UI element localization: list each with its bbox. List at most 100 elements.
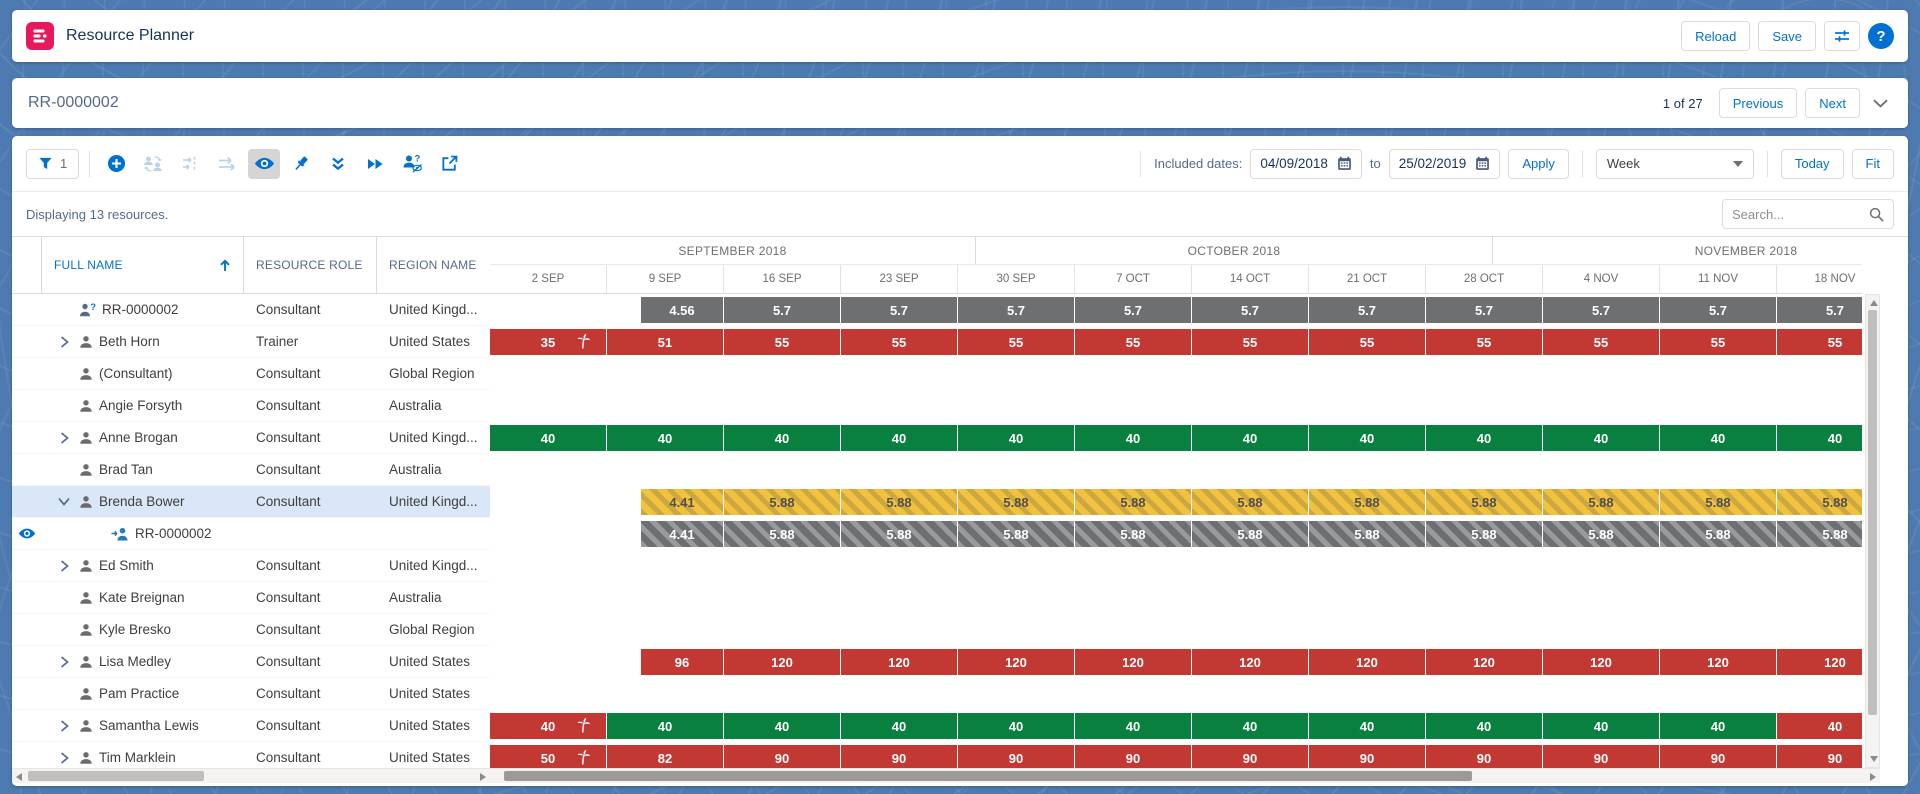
expand-row-button[interactable]	[55, 751, 73, 764]
resource-row-brad-tan[interactable]: Brad Tan Consultant Australia	[12, 454, 490, 486]
resource-name-cell[interactable]: Pam Practice	[42, 678, 244, 709]
allocation-cell[interactable]: 5.7	[1426, 297, 1542, 323]
allocation-cell[interactable]: 40	[1309, 713, 1425, 739]
allocation-cell[interactable]: 90	[1777, 745, 1862, 771]
allocation-cell[interactable]: 120	[1543, 649, 1659, 675]
expand-row-button[interactable]	[55, 559, 73, 572]
help-button[interactable]: ?	[1868, 23, 1894, 49]
allocation-cell[interactable]: 5.88	[724, 521, 840, 547]
allocation-cell[interactable]: 5.88	[958, 521, 1074, 547]
allocation-cell[interactable]: 40	[1777, 713, 1862, 739]
column-header-full-name[interactable]: FULL NAME	[42, 237, 244, 293]
scroll-right-arrow[interactable]	[480, 772, 486, 781]
date-from-input[interactable]: 04/09/2018	[1250, 148, 1362, 179]
scale-select[interactable]: Week	[1595, 148, 1754, 179]
allocation-cell[interactable]: 120	[724, 649, 840, 675]
week-header-14-oct[interactable]: 14 OCT	[1192, 265, 1309, 293]
schedule-row-beth-horn[interactable]: 35 51 55 55 55 55 55 55 55 55 55 55	[490, 326, 1862, 358]
allocation-cell[interactable]: 5.7	[1543, 297, 1659, 323]
allocation-cell[interactable]: 5.88	[1075, 521, 1191, 547]
schedule-hscrollbar[interactable]	[490, 768, 1880, 783]
allocation-cell[interactable]: 90	[958, 745, 1074, 771]
resource-list-hscrollbar-thumb[interactable]	[28, 771, 204, 781]
allocation-cell[interactable]: 40	[1075, 425, 1191, 451]
allocation-cell[interactable]: 5.88	[1777, 489, 1862, 515]
allocation-cell[interactable]: 40	[1426, 425, 1542, 451]
allocation-cell[interactable]: 120	[841, 649, 957, 675]
resource-name-cell[interactable]: Kyle Bresko	[42, 614, 244, 645]
allocation-cell[interactable]: 40	[724, 713, 840, 739]
allocation-cell[interactable]: 5.88	[1660, 521, 1776, 547]
allocation-cell[interactable]: 51	[607, 329, 723, 355]
allocation-cell[interactable]: 55	[1426, 329, 1542, 355]
resource-row-samantha-lewis[interactable]: Samantha Lewis Consultant United States	[12, 710, 490, 742]
collapse-row-button[interactable]	[55, 497, 73, 506]
resource-row-rr-0000002[interactable]: ? RR-0000002 Consultant United Kingd...	[12, 294, 490, 326]
previous-button[interactable]: Previous	[1718, 88, 1798, 118]
allocation-cell[interactable]: 90	[1660, 745, 1776, 771]
resource-name-cell[interactable]: Ed Smith	[42, 550, 244, 581]
allocation-cell[interactable]: 90	[841, 745, 957, 771]
allocation-cell[interactable]: 5.88	[1192, 489, 1308, 515]
expand-row-button[interactable]	[55, 431, 73, 444]
expand-row-button[interactable]	[55, 335, 73, 348]
allocation-cell[interactable]: 5.88	[1426, 521, 1542, 547]
next-button[interactable]: Next	[1805, 88, 1860, 118]
expand-row-button[interactable]	[55, 719, 73, 732]
allocation-cell[interactable]: 40	[1660, 425, 1776, 451]
open-new-window-button[interactable]	[433, 149, 465, 179]
resource-row-kate-breignan[interactable]: Kate Breignan Consultant Australia	[12, 582, 490, 614]
allocation-cell[interactable]: 5.88	[958, 489, 1074, 515]
schedule-row-brad-tan[interactable]	[490, 454, 1862, 486]
fit-button[interactable]: Fit	[1851, 148, 1894, 179]
resource-name-cell[interactable]: RR-0000002	[42, 518, 244, 549]
allocation-visibility-toggle[interactable]	[12, 518, 42, 549]
week-header-4-nov[interactable]: 4 NOV	[1543, 265, 1660, 293]
resource-row-consultant[interactable]: (Consultant) Consultant Global Region	[12, 358, 490, 390]
filter-button[interactable]: 1	[26, 148, 80, 179]
schedule-row-pam-practice[interactable]	[490, 678, 1862, 710]
week-header-28-oct[interactable]: 28 OCT	[1426, 265, 1543, 293]
vertical-scrollbar-thumb[interactable]	[1868, 310, 1877, 715]
reschedule-button[interactable]	[174, 149, 206, 179]
allocation-cell[interactable]: 40	[1075, 713, 1191, 739]
allocation-cell[interactable]: 90	[724, 745, 840, 771]
resource-name-cell[interactable]: (Consultant)	[42, 358, 244, 389]
resource-row-ed-smith[interactable]: Ed Smith Consultant United Kingd...	[12, 550, 490, 582]
allocation-cell[interactable]: 120	[1777, 649, 1862, 675]
allocation-cell[interactable]: 5.88	[1192, 521, 1308, 547]
allocation-cell[interactable]: 90	[1309, 745, 1425, 771]
allocation-cell[interactable]: 82	[607, 745, 723, 771]
allocation-cell[interactable]: 55	[1075, 329, 1191, 355]
schedule-row-kate-breignan[interactable]	[490, 582, 1862, 614]
allocation-cell[interactable]: 5.7	[1192, 297, 1308, 323]
resource-name-cell[interactable]: Anne Brogan	[42, 422, 244, 453]
scroll-left-arrow[interactable]	[16, 772, 22, 781]
allocation-cell[interactable]: 120	[1075, 649, 1191, 675]
schedule-hscrollbar-thumb[interactable]	[504, 771, 1472, 781]
allocation-cell[interactable]: 5.88	[1075, 489, 1191, 515]
allocation-cell[interactable]: 40	[1192, 425, 1308, 451]
allocation-cell[interactable]: 90	[1543, 745, 1659, 771]
hide-unavailable-resources-button[interactable]: ?	[396, 149, 428, 179]
resource-row-angie-forsyth[interactable]: Angie Forsyth Consultant Australia	[12, 390, 490, 422]
allocation-cell[interactable]: 90	[1426, 745, 1542, 771]
allocation-cell[interactable]: 40	[607, 713, 723, 739]
allocation-cell[interactable]: 40	[1660, 713, 1776, 739]
allocation-cell[interactable]: 40	[724, 425, 840, 451]
schedule-row-ed-smith[interactable]	[490, 550, 1862, 582]
week-header-30-sep[interactable]: 30 SEP	[958, 265, 1075, 293]
allocation-cell[interactable]: 120	[1660, 649, 1776, 675]
resource-name-cell[interactable]: Brad Tan	[42, 454, 244, 485]
allocation-cell[interactable]: 5.88	[1426, 489, 1542, 515]
allocation-cell[interactable]: 55	[841, 329, 957, 355]
week-header-23-sep[interactable]: 23 SEP	[841, 265, 958, 293]
allocation-cell[interactable]: 5.88	[1660, 489, 1776, 515]
scroll-up-arrow[interactable]	[1869, 300, 1878, 306]
allocation-cell[interactable]: 4.41	[641, 489, 723, 515]
scroll-down-arrow[interactable]	[1869, 756, 1878, 762]
add-resource-button[interactable]	[100, 149, 132, 179]
search-input[interactable]	[1732, 206, 1869, 222]
today-button[interactable]: Today	[1780, 148, 1844, 179]
allocation-cell[interactable]: 35	[490, 329, 606, 355]
